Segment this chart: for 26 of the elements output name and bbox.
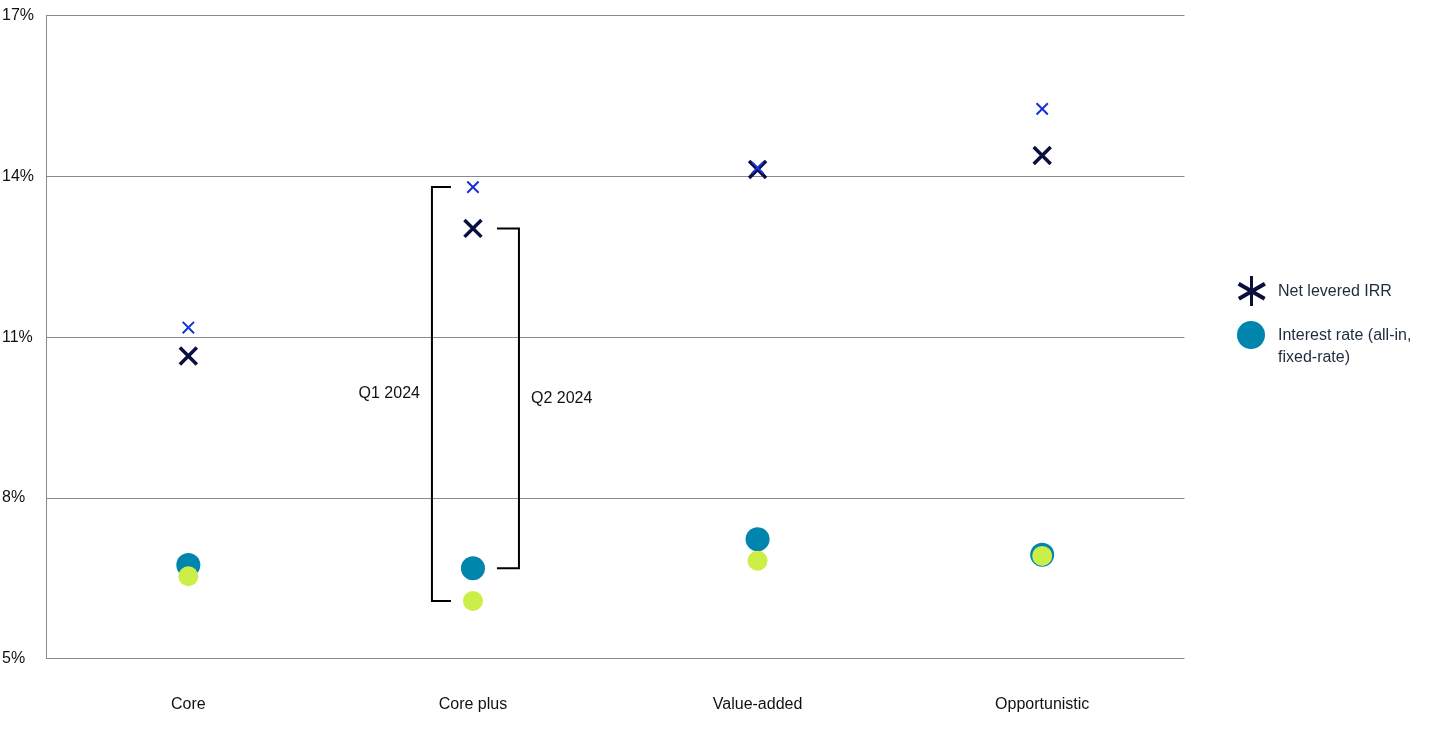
point bbox=[747, 550, 768, 571]
x-tick-label: Opportunistic bbox=[995, 694, 1090, 712]
legend-label: Interest rate (all-in, fixed-rate) bbox=[1278, 325, 1413, 367]
x-tick-label: Core plus bbox=[438, 694, 508, 712]
y-tick-label: 5% bbox=[2, 649, 26, 667]
annotation: Q2 2024 bbox=[530, 388, 593, 406]
point bbox=[460, 556, 485, 581]
point bbox=[747, 159, 768, 180]
legend-label: Net levered IRR bbox=[1278, 281, 1393, 301]
point bbox=[1035, 102, 1049, 116]
point bbox=[462, 218, 484, 239]
point bbox=[178, 345, 199, 367]
x-tick-label: Value-added bbox=[712, 694, 803, 712]
point bbox=[750, 161, 765, 175]
y-tick-label: 11% bbox=[2, 327, 33, 345]
y-tick-label: 14% bbox=[2, 166, 35, 184]
point bbox=[462, 590, 483, 611]
x-tick-label: Core bbox=[170, 694, 206, 712]
point bbox=[181, 320, 195, 335]
point bbox=[745, 527, 770, 552]
point bbox=[466, 180, 480, 194]
y-tick-label: 17% bbox=[2, 6, 35, 24]
annotation: Q1 2024 bbox=[358, 384, 421, 402]
point bbox=[1031, 145, 1053, 166]
y-tick-label: 8% bbox=[2, 488, 26, 506]
point bbox=[178, 566, 199, 587]
